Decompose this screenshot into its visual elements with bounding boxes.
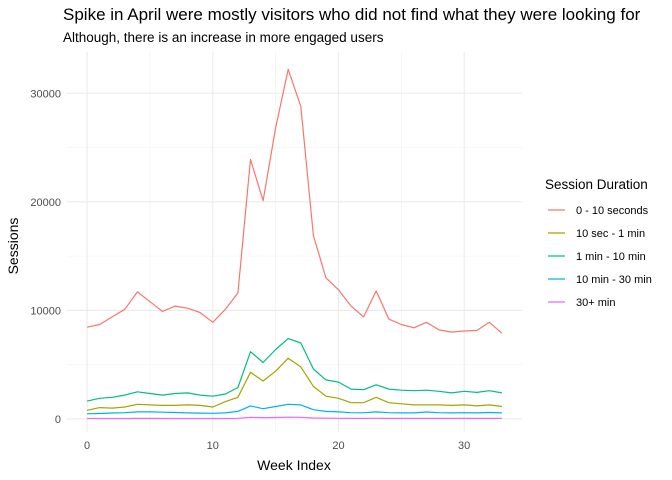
y-axis-ticks: 0 10000 20000 30000 — [30, 88, 61, 426]
legend-label-1-min-10-min: 1 min - 10 min — [576, 251, 646, 263]
major-gridlines — [67, 52, 522, 432]
legend-label-10-sec-1-min: 10 sec - 1 min — [576, 228, 645, 240]
y-tick-label: 0 — [55, 414, 61, 426]
x-tick-label: 20 — [332, 440, 344, 452]
legend-label-0-10-seconds: 0 - 10 seconds — [576, 205, 649, 217]
y-tick-label: 20000 — [30, 197, 61, 209]
x-tick-label: 0 — [84, 440, 90, 452]
series-line-10-sec-1-min — [86, 357, 502, 411]
chart-title: Spike in April were mostly visitors who … — [63, 5, 641, 24]
series-lines — [86, 68, 503, 420]
chart-subtitle: Although, there is an increase in more e… — [63, 30, 384, 45]
x-tick-label: 10 — [207, 440, 219, 452]
x-tick-label: 30 — [458, 440, 470, 452]
series-line-0-10-seconds — [86, 68, 503, 334]
x-axis-ticks: 0 10 20 30 — [84, 440, 470, 452]
series-line-30-min — [87, 416, 502, 420]
minor-gridlines — [67, 52, 522, 432]
y-axis-title: Sessions — [5, 218, 21, 275]
legend-title: Session Duration — [545, 177, 648, 192]
legend: Session Duration 0 - 10 seconds 10 sec - … — [545, 177, 652, 309]
y-tick-label: 30000 — [30, 88, 61, 100]
series-line-1-min-10-min — [86, 338, 503, 402]
legend-label-30-min: 30+ min — [576, 297, 615, 309]
series-line-10-min-30-min — [87, 403, 502, 415]
y-tick-label: 10000 — [30, 305, 61, 317]
legend-label-10-min-30-min: 10 min - 30 min — [576, 274, 652, 286]
x-axis-title: Week Index — [257, 457, 331, 473]
